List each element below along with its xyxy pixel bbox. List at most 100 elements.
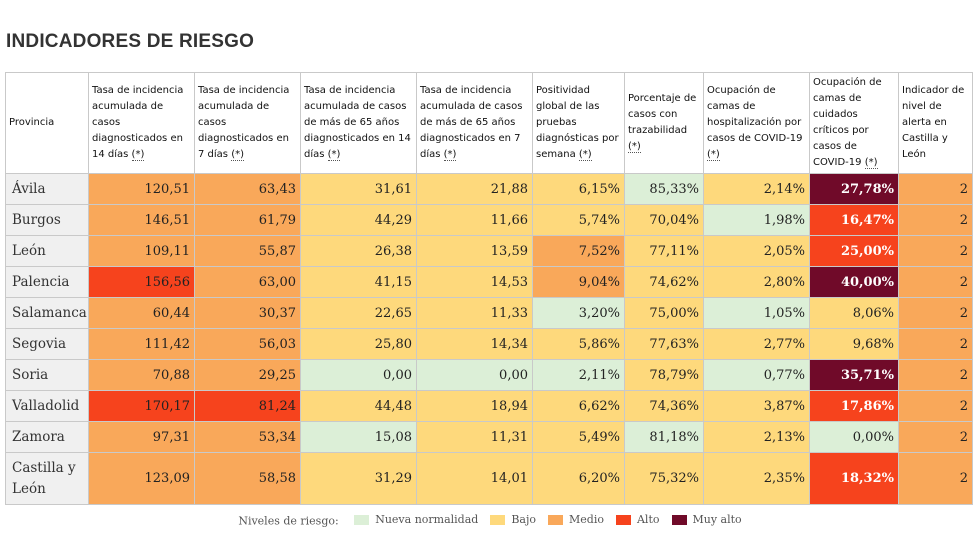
indicator-value-cell: 15,08 [300, 421, 417, 453]
table-row: Burgos 146,51 61,79 44,29 11,66 5,74% 70,04% 1,… [5, 204, 973, 236]
indicator-value-cell: 75,00% [624, 297, 704, 329]
column-header: Tasa de incidencia acumulada de casos di… [194, 72, 301, 174]
indicator-value-cell: 81,24 [194, 390, 301, 422]
footnote-asterisk-link[interactable]: (*) [864, 157, 878, 169]
indicator-value-cell: 0,00 [416, 359, 533, 391]
indicator-value-cell: 53,34 [194, 421, 301, 453]
indicator-value-cell: 63,00 [194, 266, 301, 298]
legend-swatch [490, 514, 506, 525]
table-row: León 109,11 55,87 26,38 13,59 7,52% 77,11% 2,05… [5, 235, 973, 267]
indicator-value-cell: 2 [898, 359, 973, 391]
indicator-value-cell: 6,62% [532, 390, 625, 422]
indicator-value-cell: 2 [898, 173, 973, 205]
indicator-value-cell: 70,04% [624, 204, 704, 236]
legend-label: Muy alto [692, 513, 742, 526]
indicator-value-cell: 5,74% [532, 204, 625, 236]
table-row: Valladolid 170,17 81,24 44,48 18,94 6,62% 74,3… [5, 390, 973, 422]
legend-item: Bajo [490, 513, 536, 526]
indicator-value-cell: 3,20% [532, 297, 625, 329]
province-name-cell: Ávila [5, 173, 89, 205]
indicator-value-cell: 18,32% [809, 452, 899, 505]
column-header: Positividad global de las pruebas diagnó… [532, 72, 625, 174]
province-name-cell: Burgos [5, 204, 89, 236]
indicator-value-cell: 13,59 [416, 235, 533, 267]
province-name-cell: Valladolid [5, 390, 89, 422]
indicator-value-cell: 2 [898, 328, 973, 360]
indicator-value-cell: 14,53 [416, 266, 533, 298]
indicator-value-cell: 2 [898, 297, 973, 329]
indicator-value-cell: 55,87 [194, 235, 301, 267]
indicator-value-cell: 60,44 [88, 297, 195, 329]
legend-label: Nueva normalidad [375, 513, 479, 526]
column-header: Tasa de incidencia acumulada de casos di… [88, 72, 195, 174]
indicator-value-cell: 81,18% [624, 421, 704, 453]
legend-label: Medio [569, 513, 604, 526]
legend-item: Nueva normalidad [354, 513, 478, 526]
indicator-value-cell: 2 [898, 421, 973, 453]
legend-label: Alto [636, 513, 660, 526]
indicator-value-cell: 2 [898, 390, 973, 422]
indicator-value-cell: 31,29 [300, 452, 417, 505]
province-name-cell: Zamora [5, 421, 89, 453]
indicator-value-cell: 9,04% [532, 266, 625, 298]
indicator-value-cell: 2,05% [703, 235, 810, 267]
legend-swatch [615, 514, 631, 525]
indicator-value-cell: 25,80 [300, 328, 417, 360]
footnote-asterisk-link[interactable]: (*) [443, 149, 457, 161]
table-body: Ávila 120,51 63,43 31,61 21,88 6,15% 85,33% 2,1… [5, 173, 973, 505]
indicator-value-cell: 0,00 [300, 359, 417, 391]
province-name-cell: Salamanca [5, 297, 89, 329]
province-name-cell: Soria [5, 359, 89, 391]
footnote-asterisk-link[interactable]: (*) [707, 149, 720, 161]
risk-indicators-table: Provincia Tasa de incidencia acumulada de… [5, 72, 973, 505]
legend-item: Alto [615, 513, 660, 526]
indicator-value-cell: 17,86% [809, 390, 899, 422]
indicator-value-cell: 27,78% [809, 173, 899, 205]
footnote-asterisk-link[interactable]: (*) [628, 141, 641, 153]
indicator-value-cell: 21,88 [416, 173, 533, 205]
indicator-value-cell: 2,13% [703, 421, 810, 453]
indicator-value-cell: 2 [898, 235, 973, 267]
indicator-value-cell: 5,86% [532, 328, 625, 360]
indicator-value-cell: 25,00% [809, 235, 899, 267]
column-header-label: Positividad global de las pruebas diagnó… [536, 85, 619, 160]
indicator-value-cell: 2,80% [703, 266, 810, 298]
indicator-value-cell: 123,09 [88, 452, 195, 505]
indicator-value-cell: 7,52% [532, 235, 625, 267]
indicator-value-cell: 97,31 [88, 421, 195, 453]
indicator-value-cell: 6,20% [532, 452, 625, 505]
indicator-value-cell: 109,11 [88, 235, 195, 267]
indicator-value-cell: 85,33% [624, 173, 704, 205]
column-header-label: Indicador de nivel de alerta en Castilla… [902, 85, 965, 160]
column-header: Ocupación de camas de cuidados críticos … [809, 72, 899, 174]
indicator-value-cell: 56,03 [194, 328, 301, 360]
indicator-value-cell: 2 [898, 452, 973, 505]
indicator-value-cell: 63,43 [194, 173, 301, 205]
footnote-asterisk-link[interactable]: (*) [578, 149, 592, 161]
indicator-value-cell: 11,66 [416, 204, 533, 236]
indicator-value-cell: 0,77% [703, 359, 810, 391]
footnote-asterisk-link[interactable]: (*) [231, 149, 244, 161]
indicator-value-cell: 77,11% [624, 235, 704, 267]
table-row: Ávila 120,51 63,43 31,61 21,88 6,15% 85,33% 2,1… [5, 173, 973, 205]
indicator-value-cell: 2,14% [703, 173, 810, 205]
column-header-label: Ocupación de camas de hospitalización po… [707, 85, 803, 144]
legend-item: Muy alto [671, 513, 742, 526]
legend-swatch [354, 514, 370, 525]
indicator-value-cell: 2,35% [703, 452, 810, 505]
indicator-value-cell: 35,71% [809, 359, 899, 391]
indicator-value-cell: 44,48 [300, 390, 417, 422]
column-header-label: Tasa de incidencia acumulada de casos di… [198, 85, 290, 160]
indicator-value-cell: 1,05% [703, 297, 810, 329]
indicator-value-cell: 78,79% [624, 359, 704, 391]
risk-legend: Niveles de riesgo: Nueva normalidad Bajo M… [0, 513, 980, 528]
footnote-asterisk-link[interactable]: (*) [327, 149, 341, 161]
indicator-value-cell: 2,11% [532, 359, 625, 391]
table-row: Salamanca 60,44 30,37 22,65 11,33 3,20% 75,00%… [5, 297, 973, 329]
table-row: Segovia 111,42 56,03 25,80 14,34 5,86% 77,63% 2… [5, 328, 973, 360]
legend-title: Niveles de riesgo: [238, 514, 339, 528]
indicator-value-cell: 170,17 [88, 390, 195, 422]
column-header: Indicador de nivel de alerta en Castilla… [898, 72, 973, 174]
province-name-cell: Castilla y León [5, 452, 89, 505]
footnote-asterisk-link[interactable]: (*) [131, 149, 145, 161]
